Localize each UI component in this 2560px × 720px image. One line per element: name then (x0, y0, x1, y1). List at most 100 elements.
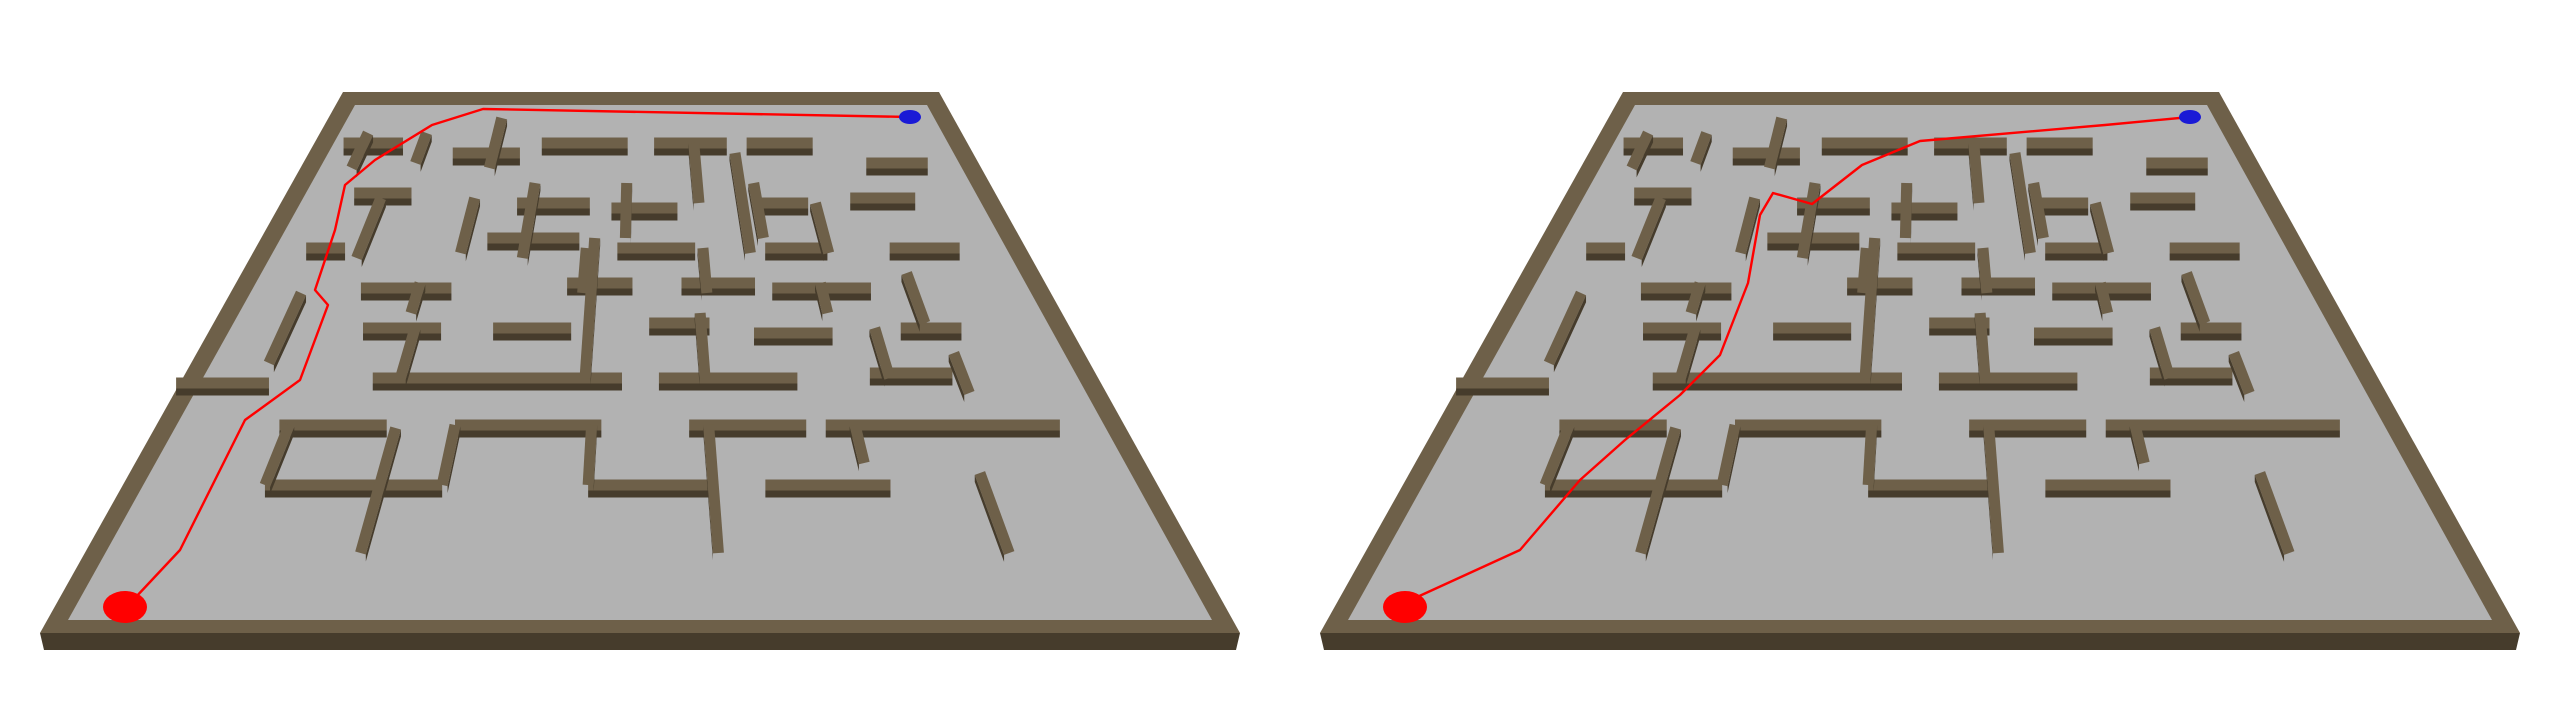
maze-wall-v-13 (697, 247, 713, 294)
maze-wall-h-0 (343, 137, 404, 149)
maze-wall-v-26-side (1983, 425, 1993, 561)
maze-wall-v-19-side (901, 274, 920, 332)
maze-wall-h-11 (1586, 242, 1626, 254)
maze-wall-v-3-side (1807, 183, 1821, 266)
maze-wall-v-14 (815, 281, 834, 315)
maze-wall-v-1-side (420, 134, 432, 172)
maze-wall-v-1 (1690, 131, 1712, 165)
maze-wall-h-34 (588, 479, 714, 491)
maze-wall-h-1 (452, 147, 520, 159)
maze-wall-v-2 (1764, 116, 1788, 170)
maze-wall-v-10-side (2090, 204, 2104, 262)
maze-wall-h-14-side (2045, 253, 2108, 261)
maze-wall-h-26 (1938, 372, 2078, 384)
maze-wall-h-4-side (2026, 148, 2093, 156)
maze-wall-v-7-side (465, 199, 481, 262)
maze-wall-h-35 (2045, 479, 2171, 491)
maze-wall-h-3 (1934, 137, 2007, 149)
maze-wall-h-34-side (1868, 490, 1994, 498)
maze-wall-h-22 (649, 317, 710, 329)
maze-wall-v-27-side (2129, 426, 2139, 472)
maze-wall-v-10 (2090, 201, 2115, 255)
maze-wall-h-35-side (765, 490, 891, 498)
maze-wall-h-4 (2026, 137, 2093, 149)
maze-wall-h-14 (2045, 242, 2108, 254)
maze-wall-h-22-side (649, 328, 710, 336)
maze-wall-v-7-side (1745, 199, 1761, 262)
maze-wall-h-26-side (1938, 383, 2078, 391)
maze-wall-v-22-side (270, 427, 295, 495)
maze-wall-h-28-side (176, 388, 269, 396)
maze-wall-h-30-side (455, 430, 602, 438)
maze-wall-v-13-side (697, 248, 702, 301)
maze-wall-h-11-side (1586, 253, 1626, 261)
maze-wall-h-4 (746, 137, 813, 149)
maze-wall-h-23-side (754, 338, 833, 346)
maze-wall-h-2 (1821, 137, 1908, 149)
maze-wall-h-24 (2180, 322, 2242, 334)
maze-wall-v-25-side (1873, 425, 1878, 493)
maze-wall-v-15 (395, 326, 421, 380)
maze-wall-h-9-side (2037, 208, 2089, 216)
maze-wall-h-25 (1652, 372, 1902, 384)
maze-wall-h-17-side (1847, 288, 1913, 296)
maze-wall-v-20 (1543, 290, 1587, 366)
maze-wall-v-20 (263, 290, 307, 366)
maze-wall-h-28 (176, 377, 269, 389)
maze-wall-v-9 (748, 182, 769, 239)
maze-wall-v-4-side (1968, 143, 1974, 211)
maze-wall-h-34 (1868, 479, 1994, 491)
maze-wall-v-17 (1974, 312, 1991, 379)
maze-wall-h-13-side (1897, 253, 1976, 261)
maze-wall-h-22 (1929, 317, 1990, 329)
maze-wall-h-24 (900, 322, 962, 334)
maze-wall-h-32 (825, 419, 1060, 431)
maze-wall-v-28 (2254, 471, 2295, 555)
maze-wall-h-15 (889, 242, 960, 254)
solution-path (134, 107, 911, 599)
maze-wall-h-18-side (1961, 288, 2036, 296)
maze-wall-h-20-side (363, 333, 442, 341)
maze-wall-v-4 (1968, 142, 1985, 204)
maze-wall-v-3-side (527, 183, 541, 266)
maze-wall-h-31 (1969, 419, 2087, 431)
maze-wall-h-17-side (567, 288, 633, 296)
maze-wall-v-13 (1977, 247, 1993, 294)
maze-wall-v-8-side (630, 183, 633, 246)
maze-wall-v-16 (579, 237, 601, 379)
maze-wall-h-5 (2146, 157, 2208, 169)
maze-wall-v-6-side (361, 200, 386, 268)
maze-wall-v-7 (455, 196, 481, 255)
maze-wall-h-15-side (2169, 253, 2240, 261)
maze-wall-h-9-side (757, 208, 809, 216)
maze-wall-h-28-side (1456, 388, 1549, 396)
maze-wall-h-32-side (2105, 430, 2340, 438)
maze-wall-h-29 (279, 419, 387, 431)
maze-wall-h-34-side (588, 490, 714, 498)
maze-wall-h-23-side (2034, 338, 2113, 346)
maze-wall-v-25 (582, 424, 598, 486)
maze-wall-v-9 (2028, 182, 2049, 239)
maze-wall-h-23 (2034, 327, 2113, 339)
maze-wall-h-25 (372, 372, 622, 384)
maze-wall-v-0 (346, 130, 374, 171)
maze-wall-h-11 (306, 242, 346, 254)
maze-outer-wall-front (1320, 633, 2520, 650)
maze-wall-h-21 (493, 322, 572, 334)
maze-wall-h-10 (850, 192, 916, 204)
maze-wall-h-33 (1544, 479, 1723, 491)
maze-wall-h-17 (567, 277, 633, 289)
maze-wall-v-14 (2095, 281, 2114, 315)
maze-wall-h-27-side (869, 378, 953, 386)
maze-wall-v-14-side (815, 284, 823, 322)
maze-wall-h-32 (2105, 419, 2340, 431)
maze-wall-v-9-side (748, 183, 758, 246)
maze-wall-v-17-side (1974, 313, 1980, 386)
maze-wall-v-19-side (2181, 274, 2200, 332)
maze-wall-v-26 (1983, 424, 2004, 554)
maze-wall-v-23 (1716, 423, 1741, 487)
goal-marker-icon (899, 110, 921, 124)
maze-outer-wall-front (40, 633, 1240, 650)
maze-wall-v-22-side (1550, 427, 1575, 495)
maze-wall-h-5-side (2146, 168, 2208, 176)
